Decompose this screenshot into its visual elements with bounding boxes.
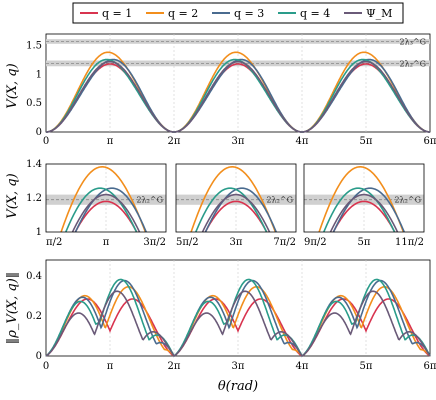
top-series-psi: [46, 60, 430, 133]
zoom-series-q1: [74, 200, 138, 232]
bottom-series-q4: [45, 278, 431, 358]
zoom-xtick: 5π: [358, 237, 371, 248]
zoom-ytick: 1.4: [26, 159, 42, 170]
legend-label-q3: q = 3: [234, 7, 264, 20]
top-ytick: 0: [36, 127, 42, 138]
top-band-label: 2λ₂^G: [400, 59, 426, 68]
zoom-frame: [303, 163, 425, 233]
bottom-xlabel: θ(rad): [218, 379, 258, 394]
zoom-xtick: 11π/2: [395, 237, 424, 248]
bottom-ytick: 0.2: [26, 311, 42, 322]
zoom-xtick: π: [103, 237, 110, 248]
legend-label-psi: Ψ_M: [366, 7, 392, 20]
top-xtick: 2π: [168, 136, 181, 147]
legend-label-q4: q = 4: [300, 7, 330, 20]
zoom-series-q1: [204, 200, 268, 232]
top-ytick: 1.5: [26, 41, 42, 52]
legend: q = 1 q = 2 q = 3 q = 4 Ψ_M: [72, 2, 404, 24]
top-ylabel: V(X, q): [5, 63, 20, 108]
top-series-q4: [46, 58, 430, 133]
top-xtick: 4π: [296, 136, 309, 147]
bottom-series-q1: [45, 298, 431, 357]
top-xtick: 5π: [360, 136, 373, 147]
zoom-xtick: 3π/2: [143, 237, 166, 248]
zoom-frame: [45, 163, 167, 233]
top-ytick: 1: [36, 69, 42, 80]
zoom-xtick: 5π/2: [176, 237, 199, 248]
bottom-panel: 0 0.2 0.4 0 π 2π 3π 4π 5π 6π ‖ρ_V(X, q)‖ θ(rad): [5, 259, 436, 394]
zoom-ylabel: V(X, q): [5, 173, 20, 218]
zoom-panel-3: 2λ₂^G 9π/2 5π 11π/2: [303, 163, 425, 248]
legend-label-q1: q = 1: [102, 7, 132, 20]
top-series-q2: [46, 51, 430, 133]
bottom-xtick: 4π: [296, 361, 309, 372]
bottom-series-q2: [45, 286, 431, 358]
zoom-frame: [175, 163, 297, 233]
top-ytick: 0.5: [26, 98, 42, 109]
bottom-ytick: 0.4: [26, 271, 42, 282]
zoom-series-q1: [332, 200, 396, 232]
zoom-series-q2: [60, 166, 147, 232]
zoom-series-psi: [201, 193, 271, 232]
bottom-xtick: 2π: [168, 361, 181, 372]
bottom-xtick: 6π: [424, 361, 436, 372]
top-panel: 2λ₃^G 2λ₂^G 0 0.5 1 1.5 0 π 2π 3π 4π 5π 6π V(X, q): [5, 33, 436, 147]
top-xtick: 6π: [424, 136, 436, 147]
zoom-xtick: 7π/2: [273, 237, 296, 248]
zoom-band-label: 2λ₂^G: [395, 196, 421, 205]
zoom-series-q2: [318, 166, 405, 232]
zoom-xtick: 9π/2: [304, 237, 327, 248]
bottom-xtick: 3π: [232, 361, 245, 372]
zoom-ytick: 1: [36, 227, 42, 238]
legend-label-q2: q = 2: [168, 7, 198, 20]
bottom-xtick: 5π: [360, 361, 373, 372]
zoom-series-psi: [329, 193, 399, 232]
zoom-ytick: 1.2: [26, 193, 42, 204]
bottom-xtick: 0: [43, 361, 49, 372]
bottom-ylabel: ‖ρ_V(X, q)‖: [5, 272, 20, 345]
top-band-label: 2λ₃^G: [400, 37, 426, 46]
top-xtick: 0: [43, 136, 49, 147]
zoom-xtick: 3π: [230, 237, 243, 248]
bottom-series-psi: [45, 290, 431, 358]
zoom-panels: 2λ₂^G π/2 π 3π/2 2λ₂^G 5π/2 3π 7π/2 2λ₂^G 9π/2 5π 1…: [5, 159, 425, 248]
zoom-series-psi: [71, 193, 141, 232]
bottom-ytick: 0: [36, 351, 42, 362]
top-series-q1: [46, 63, 430, 133]
top-xtick: 3π: [232, 136, 245, 147]
zoom-xtick: π/2: [46, 237, 62, 248]
zoom-series-q2: [190, 166, 277, 232]
bottom-xtick: π: [107, 361, 114, 372]
zoom-band-label: 2λ₂^G: [137, 196, 163, 205]
zoom-band-label: 2λ₂^G: [267, 196, 293, 205]
top-xtick: π: [107, 136, 114, 147]
bottom-series-q3: [45, 279, 431, 358]
zoom-panel-2: 2λ₂^G 5π/2 3π 7π/2: [175, 163, 297, 248]
zoom-panel-1: 2λ₂^G π/2 π 3π/2: [45, 163, 167, 248]
